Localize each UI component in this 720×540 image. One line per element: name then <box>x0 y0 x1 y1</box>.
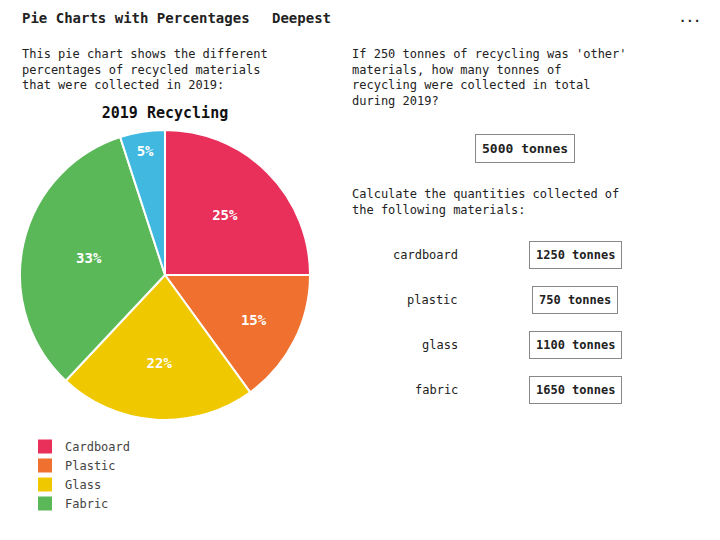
svg-text:Glass: Glass <box>65 478 101 492</box>
svg-text:Deepest: Deepest <box>272 10 331 26</box>
svg-text:1250 tonnes: 1250 tonnes <box>536 248 615 262</box>
svg-text:Calculate the quantities colle: Calculate the quantities collected ofthe… <box>352 187 619 217</box>
svg-text:Cardboard: Cardboard <box>65 440 130 454</box>
svg-text:2019 Recycling: 2019 Recycling <box>102 104 228 122</box>
svg-text:33%: 33% <box>76 250 102 266</box>
svg-text:5000 tonnes: 5000 tonnes <box>482 141 568 156</box>
svg-text:If 250 tonnes of recycling was: If 250 tonnes of recycling was 'other'ma… <box>352 47 627 108</box>
svg-text:15%: 15% <box>241 312 267 328</box>
svg-text:1650 tonnes: 1650 tonnes <box>536 383 615 397</box>
svg-text:...: ... <box>679 11 701 25</box>
svg-text:5%: 5% <box>137 143 154 159</box>
svg-text:Pie Charts with Percentages: Pie Charts with Percentages <box>22 10 250 26</box>
svg-text:Plastic: Plastic <box>65 459 116 473</box>
svg-text:Fabric: Fabric <box>65 497 108 511</box>
svg-text:cardboard: cardboard <box>393 248 458 262</box>
svg-text:1100 tonnes: 1100 tonnes <box>536 338 615 352</box>
svg-text:glass: glass <box>422 338 458 352</box>
svg-text:22%: 22% <box>147 355 173 371</box>
svg-text:This pie chart shows the diffe: This pie chart shows the differentpercen… <box>22 47 268 92</box>
svg-text:750 tonnes: 750 tonnes <box>539 293 611 307</box>
svg-text:25%: 25% <box>212 207 238 223</box>
svg-text:plastic: plastic <box>407 293 458 307</box>
svg-text:fabric: fabric <box>415 383 458 397</box>
